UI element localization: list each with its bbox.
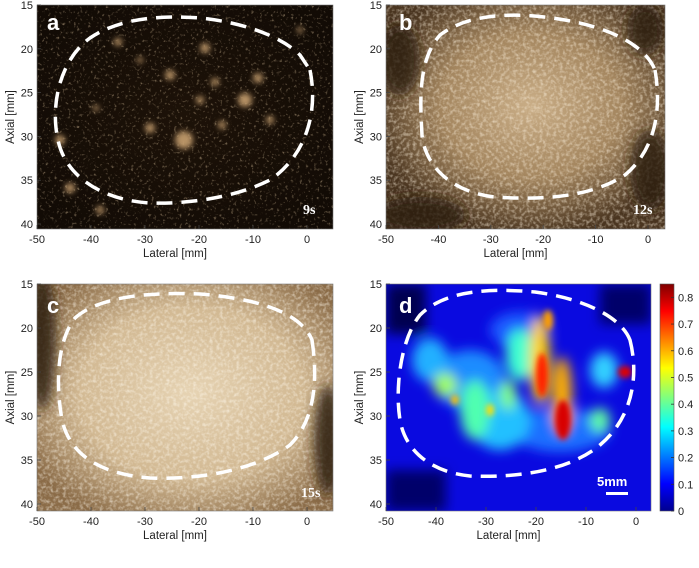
colorbar-tick-label: 0.1 [678, 479, 693, 491]
x-axis-label: Lateral [mm] [477, 530, 541, 542]
colorbar-ticks: 0 0.1 0.2 0.3 0.4 0.5 0.6 0.7 0.8 [671, 292, 693, 518]
x-tick-label: -30 [137, 516, 153, 528]
x-tick-label: -10 [588, 234, 604, 246]
y-tick-label: 15 [21, 0, 33, 12]
y-tick-label: 40 [21, 499, 33, 511]
x-tick-label: -40 [428, 516, 444, 528]
panel-b: b 12s -50 -40 -30 -20 -10 0 15 20 25 30 35 40 Latera… [354, 0, 666, 260]
y-tick-label: 35 [370, 175, 382, 187]
x-tick-label: -20 [528, 516, 544, 528]
roi-outline-b [419, 13, 660, 200]
x-tick-label: -30 [478, 516, 494, 528]
panel-time-b: 12s [633, 203, 653, 218]
panel-a-image [37, 5, 333, 229]
y-tick-label: 20 [370, 44, 382, 56]
panel-d-image [386, 284, 651, 511]
y-tick-label: 25 [21, 88, 33, 100]
y-tick-label: 40 [21, 219, 33, 231]
colorbar-tick-label: 0.7 [678, 319, 693, 331]
colorbar-tick-label: 0 [678, 506, 684, 518]
x-tick-label: -30 [137, 234, 153, 246]
y-tick-label: 30 [370, 131, 382, 143]
x-axis-label: Lateral [mm] [143, 248, 207, 260]
y-tick-label: 40 [370, 219, 382, 231]
x-tick-label: -20 [191, 516, 207, 528]
panel-time-c: 15s [301, 486, 321, 501]
y-tick-label: 35 [21, 455, 33, 467]
x-tick-label: -50 [29, 234, 45, 246]
y-tick-label: 35 [370, 455, 382, 467]
y-axis-label: Axial [mm] [354, 371, 366, 425]
panel-b-image [386, 5, 665, 229]
x-tick-label: -30 [483, 234, 499, 246]
scale-bar-label: 5mm [597, 474, 627, 489]
y-axis-label: Axial [mm] [354, 90, 366, 144]
x-tick-label: -40 [430, 234, 446, 246]
y-tick-label: 20 [21, 44, 33, 56]
x-axis-label: Lateral [mm] [143, 530, 207, 542]
y-tick-label: 15 [370, 0, 382, 12]
y-tick-label: 30 [370, 411, 382, 423]
axes-a: -50 -40 -30 -20 -10 0 15 20 25 30 35 40 Lateral [mm]… [5, 0, 310, 260]
axes-c: -50 -40 -30 -20 -10 0 15 20 25 30 35 40 Lateral [mm]… [5, 279, 310, 542]
panel-d: d 5mm -50 -40 -30 -20 -10 0 15 20 25 30 35 40 Latera… [354, 279, 693, 542]
colorbar-tick-label: 0.2 [678, 453, 693, 465]
colorbar-tick-label: 0.3 [678, 426, 693, 438]
panel-letter-d: d [399, 293, 412, 318]
y-tick-label: 40 [370, 499, 382, 511]
x-tick-label: -20 [191, 234, 207, 246]
x-tick-label: -40 [83, 234, 99, 246]
y-tick-label: 25 [370, 367, 382, 379]
x-tick-label: -50 [378, 234, 394, 246]
y-tick-label: 25 [21, 367, 33, 379]
x-tick-label: 0 [304, 234, 310, 246]
roi-outline-c [56, 291, 317, 480]
roi-outline-d [396, 288, 636, 479]
y-axis-label: Axial [mm] [5, 371, 17, 425]
colorbar-tick-label: 0.8 [678, 292, 693, 304]
panel-c: c 15s -50 -40 -30 -20 -10 0 15 20 25 30 35 40 Latera… [5, 279, 334, 542]
colorbar-tick-label: 0.4 [678, 399, 693, 411]
y-axis-label: Axial [mm] [5, 90, 17, 144]
y-tick-label: 30 [21, 411, 33, 423]
x-tick-label: -10 [245, 516, 261, 528]
x-tick-label: -10 [578, 516, 594, 528]
y-tick-label: 20 [370, 323, 382, 335]
x-tick-label: -50 [29, 516, 45, 528]
y-tick-label: 15 [370, 279, 382, 291]
colorbar-tick-label: 0.5 [678, 372, 693, 384]
x-tick-label: -40 [83, 516, 99, 528]
x-tick-label: 0 [633, 516, 639, 528]
x-tick-label: -50 [378, 516, 394, 528]
x-tick-label: -10 [245, 234, 261, 246]
axes-d: -50 -40 -30 -20 -10 0 15 20 25 30 35 40 Lateral [mm]… [354, 279, 639, 542]
colorbar-tick-label: 0.6 [678, 346, 693, 358]
y-tick-label: 25 [370, 88, 382, 100]
panel-time-a: 9s [303, 203, 316, 218]
panel-letter-b: b [399, 10, 412, 35]
y-tick-label: 35 [21, 175, 33, 187]
panel-c-image [37, 284, 333, 511]
y-tick-label: 15 [21, 279, 33, 291]
scale-bar [606, 492, 628, 495]
x-tick-label: 0 [645, 234, 651, 246]
colorbar [659, 283, 675, 512]
panel-letter-c: c [47, 293, 59, 318]
panel-a: a 9s -50 -40 -30 -20 -10 0 15 20 25 30 35 40 Lateral… [5, 0, 334, 260]
axes-b: -50 -40 -30 -20 -10 0 15 20 25 30 35 40 Lateral [mm]… [354, 0, 651, 260]
x-tick-label: 0 [304, 516, 310, 528]
x-tick-label: -20 [535, 234, 551, 246]
y-tick-label: 20 [21, 323, 33, 335]
x-axis-label: Lateral [mm] [484, 248, 548, 260]
panel-letter-a: a [47, 10, 60, 35]
y-tick-label: 30 [21, 131, 33, 143]
